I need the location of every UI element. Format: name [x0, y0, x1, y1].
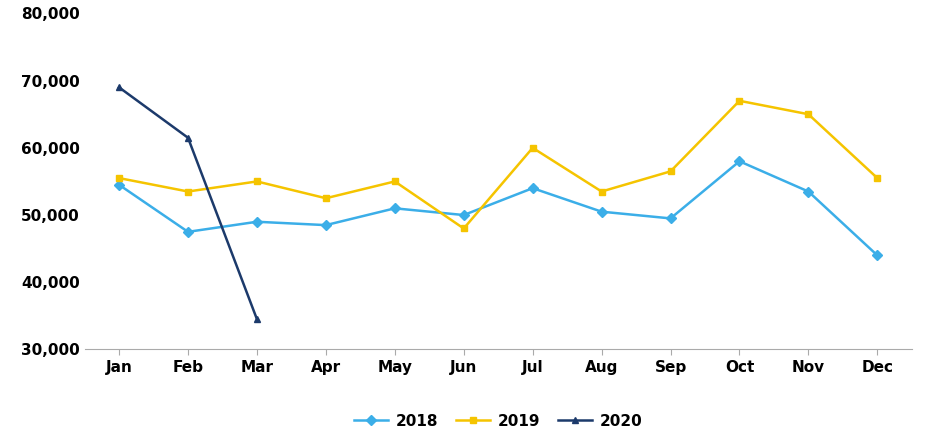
2019 — [596, 189, 607, 194]
2019 — [389, 179, 400, 184]
2018 — [803, 189, 814, 194]
Line: 2019: 2019 — [116, 97, 881, 232]
2018 — [251, 219, 262, 224]
2018 — [458, 212, 469, 218]
2019 — [321, 195, 332, 201]
2018 — [527, 185, 539, 191]
2018 — [596, 209, 607, 214]
2018 — [114, 182, 125, 187]
2019 — [803, 112, 814, 117]
2019 — [527, 145, 539, 151]
2018 — [182, 229, 194, 234]
2019 — [871, 175, 883, 181]
2020 — [182, 135, 194, 140]
Line: 2018: 2018 — [116, 158, 881, 259]
2019 — [251, 179, 262, 184]
Legend: 2018, 2019, 2020: 2018, 2019, 2020 — [348, 408, 649, 435]
Line: 2020: 2020 — [116, 84, 260, 323]
2018 — [734, 159, 745, 164]
2018 — [871, 253, 883, 258]
2019 — [182, 189, 194, 194]
2018 — [665, 215, 676, 221]
2019 — [734, 98, 745, 103]
2019 — [458, 226, 469, 231]
2018 — [389, 206, 400, 211]
2018 — [321, 222, 332, 228]
2020 — [114, 85, 125, 90]
2020 — [251, 316, 262, 322]
2019 — [665, 168, 676, 174]
2019 — [114, 175, 125, 181]
